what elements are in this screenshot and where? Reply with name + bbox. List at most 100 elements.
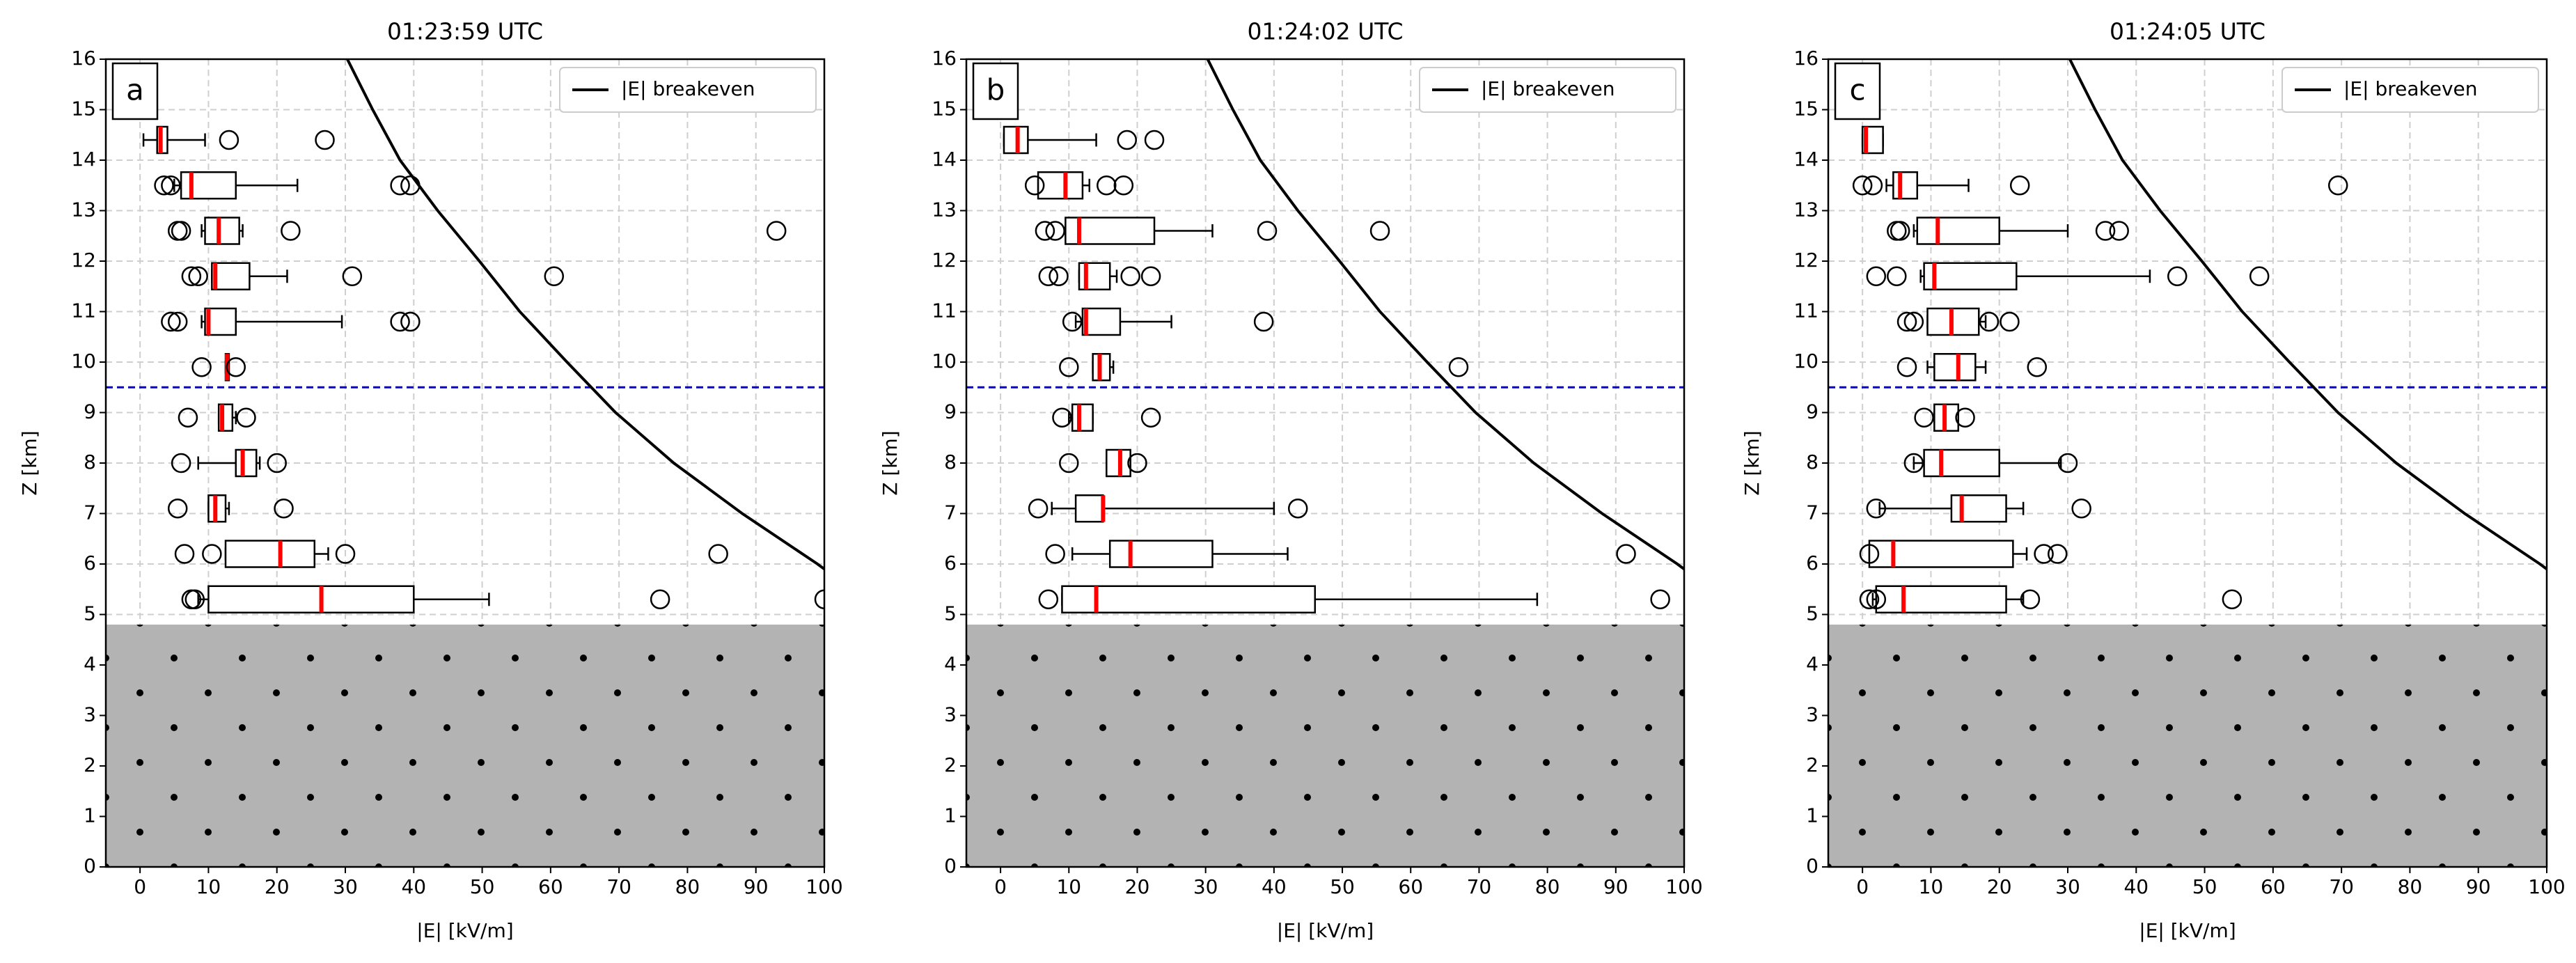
- y-tick-label: 8: [944, 451, 957, 473]
- legend-box: [1419, 67, 1676, 113]
- y-tick-label: 0: [944, 854, 957, 877]
- flier: [544, 266, 565, 286]
- y-tick-label: 12: [932, 249, 957, 272]
- legend-label: |E| breakeven: [1481, 77, 1615, 100]
- y-tick-label: 9: [84, 400, 96, 423]
- axes-frame: [104, 58, 826, 868]
- flier: [2009, 175, 2030, 196]
- chart-title: 01:24:02 UTC: [1247, 18, 1403, 45]
- box: [204, 217, 240, 245]
- x-tick-label: 20: [265, 875, 290, 898]
- flier: [1062, 311, 1083, 332]
- y-tick-label: 13: [932, 198, 957, 221]
- x-tick-label: 50: [470, 875, 495, 898]
- flier: [1257, 221, 1278, 241]
- flier: [2034, 544, 2054, 564]
- y-tick-label: 6: [84, 551, 96, 574]
- y-tick-label: 10: [1793, 350, 1819, 373]
- flier: [390, 311, 410, 332]
- chart-title: 01:23:59 UTC: [387, 18, 543, 45]
- box: [1071, 403, 1094, 432]
- flier: [1866, 499, 1887, 519]
- x-tick-label: 10: [1919, 875, 1944, 898]
- x-tick-label: 70: [2329, 875, 2354, 898]
- x-tick-label: 100: [806, 875, 842, 898]
- x-tick-label: 60: [538, 875, 563, 898]
- flier: [1859, 544, 1880, 564]
- legend-label: |E| breakeven: [2343, 77, 2478, 100]
- flier: [184, 589, 205, 609]
- legend-box: [2282, 67, 2539, 113]
- x-tick-label: 100: [1665, 875, 1702, 898]
- y-tick-label: 11: [932, 299, 957, 322]
- y-tick-label: 7: [84, 501, 96, 524]
- x-tick-label: 20: [1987, 875, 2012, 898]
- box: [224, 540, 316, 568]
- flier: [1369, 221, 1390, 241]
- y-tick-label: 16: [71, 47, 96, 70]
- flier: [1117, 130, 1137, 150]
- x-tick-label: 90: [2466, 875, 2491, 898]
- y-tick-label: 5: [84, 602, 96, 625]
- y-tick-label: 2: [944, 753, 957, 776]
- box: [1868, 540, 2014, 568]
- x-tick-label: 10: [1056, 875, 1081, 898]
- y-tick-label: 4: [1806, 652, 1819, 675]
- flier: [1903, 311, 1924, 332]
- clip-group: [1003, 59, 1684, 613]
- flier: [219, 130, 239, 150]
- y-tick-label: 9: [1806, 400, 1819, 423]
- y-tick-label: 13: [71, 198, 96, 221]
- y-tick-label: 14: [932, 148, 957, 171]
- flier: [1059, 453, 1079, 473]
- box: [1074, 494, 1104, 523]
- flier: [342, 266, 363, 286]
- legend-label: |E| breakeven: [621, 77, 755, 100]
- y-tick-label: 7: [1806, 501, 1819, 524]
- flier: [1045, 221, 1065, 241]
- x-tick-label: 90: [744, 875, 769, 898]
- flier: [1127, 453, 1147, 473]
- flier: [335, 544, 356, 564]
- flier: [315, 130, 335, 150]
- flier: [1028, 499, 1049, 519]
- x-tick-label: 40: [1262, 875, 1287, 898]
- axes-frame: [1827, 58, 2548, 868]
- panel: 0 10 20 30 40 50 60 70 80 90 100012345678910111213…: [879, 18, 1703, 943]
- flier: [236, 407, 256, 428]
- flier: [814, 589, 824, 609]
- flier: [1866, 266, 1887, 286]
- ground: [1828, 625, 2547, 867]
- flier: [1896, 311, 1917, 332]
- y-axis-label: Z [km]: [1741, 430, 1764, 495]
- flier: [1852, 175, 1873, 196]
- y-tick-label: 15: [1793, 97, 1819, 120]
- flier: [178, 407, 198, 428]
- flier: [281, 221, 301, 241]
- flier: [191, 357, 212, 377]
- flier: [390, 175, 410, 196]
- flier: [1448, 357, 1469, 377]
- y-tick-label: 3: [84, 703, 96, 726]
- flier: [1038, 266, 1059, 286]
- flier: [1045, 544, 1065, 564]
- x-tick-label: 60: [2261, 875, 2286, 898]
- y-tick-label: 2: [1806, 753, 1819, 776]
- x-tick-label: 80: [1535, 875, 1560, 898]
- panel-label-box: [1834, 62, 1881, 120]
- y-axis-label: Z [km]: [18, 430, 41, 495]
- flier: [267, 453, 287, 473]
- flier: [1035, 221, 1055, 241]
- flier: [202, 544, 222, 564]
- flier: [1049, 266, 1069, 286]
- breakeven-line: [1206, 59, 1684, 570]
- flier: [2048, 544, 2068, 564]
- flier: [2020, 589, 2041, 609]
- flier: [2249, 266, 2270, 286]
- y-tick-label: 0: [1806, 854, 1819, 877]
- flier: [188, 266, 208, 286]
- y-tick-label: 3: [1806, 703, 1819, 726]
- box: [1923, 262, 2018, 290]
- box: [211, 262, 251, 290]
- y-tick-label: 13: [1793, 198, 1819, 221]
